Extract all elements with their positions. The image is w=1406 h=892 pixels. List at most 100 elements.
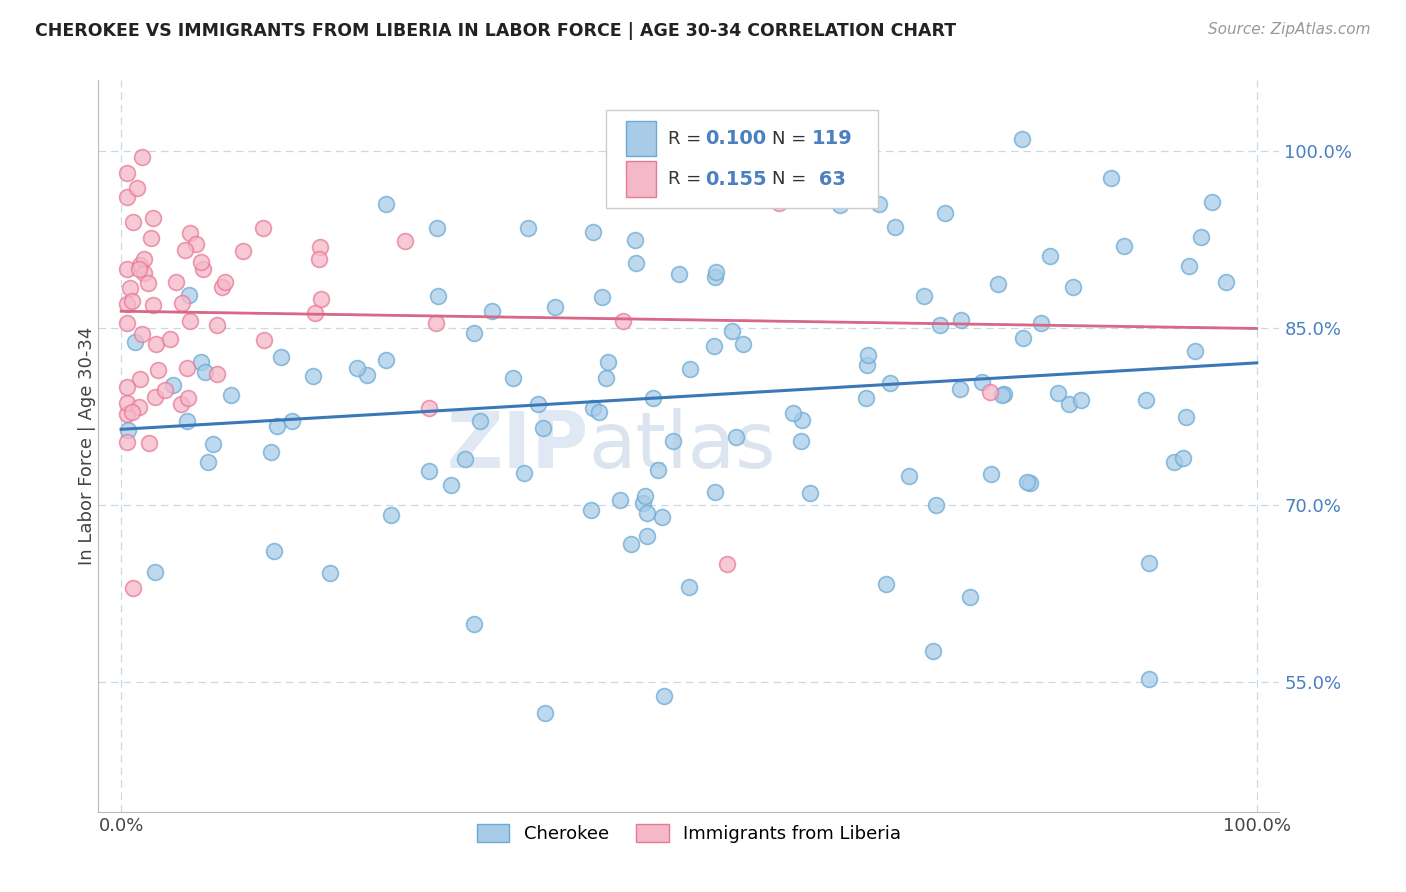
- Point: [139, 231, 162, 245]
- Point: [281, 414, 304, 428]
- Point: [260, 444, 283, 458]
- Point: [308, 252, 330, 266]
- Point: [453, 451, 475, 466]
- Point: [118, 280, 141, 294]
- Point: [214, 275, 236, 289]
- Point: [153, 383, 176, 397]
- Point: [595, 371, 617, 385]
- Point: [883, 220, 905, 235]
- Point: [704, 270, 727, 285]
- Point: [207, 367, 229, 381]
- Point: [138, 436, 160, 450]
- Legend: Cherokee, Immigrants from Liberia: Cherokee, Immigrants from Liberia: [470, 817, 908, 850]
- Point: [668, 267, 690, 281]
- Point: [949, 312, 972, 326]
- Point: [1070, 393, 1092, 408]
- Point: [426, 221, 449, 235]
- Point: [620, 537, 643, 551]
- Point: [346, 361, 368, 376]
- Point: [266, 418, 288, 433]
- Point: [703, 339, 725, 353]
- Point: [356, 368, 378, 383]
- Point: [463, 616, 485, 631]
- Point: [768, 195, 790, 210]
- Point: [517, 220, 540, 235]
- Point: [596, 355, 619, 369]
- FancyBboxPatch shape: [626, 121, 655, 156]
- Point: [990, 388, 1012, 402]
- Point: [143, 565, 166, 579]
- Point: [790, 434, 813, 448]
- Point: [128, 262, 150, 277]
- Point: [165, 275, 187, 289]
- Point: [647, 463, 669, 477]
- Point: [426, 289, 449, 303]
- Point: [302, 368, 325, 383]
- Point: [115, 190, 138, 204]
- Point: [418, 401, 440, 415]
- Point: [211, 280, 233, 294]
- Point: [993, 387, 1015, 401]
- Point: [172, 296, 194, 310]
- Point: [142, 298, 165, 312]
- Point: [115, 166, 138, 180]
- Point: [309, 239, 332, 253]
- Point: [146, 363, 169, 377]
- Point: [270, 351, 292, 365]
- Point: [582, 225, 605, 239]
- Text: 0.155: 0.155: [706, 169, 768, 188]
- Point: [115, 297, 138, 311]
- Point: [512, 466, 534, 480]
- Point: [949, 382, 972, 396]
- Point: [1163, 455, 1185, 469]
- Point: [924, 498, 946, 512]
- Point: [790, 413, 813, 427]
- Point: [856, 348, 879, 362]
- Point: [177, 391, 200, 405]
- Point: [799, 486, 821, 500]
- Text: N =: N =: [772, 170, 811, 188]
- Point: [959, 590, 981, 604]
- Point: [970, 375, 993, 389]
- Point: [1135, 393, 1157, 408]
- Point: [263, 544, 285, 558]
- Point: [128, 258, 150, 272]
- Point: [855, 391, 877, 405]
- Point: [136, 276, 159, 290]
- Point: [132, 267, 155, 281]
- Point: [425, 316, 447, 330]
- Point: [704, 265, 727, 279]
- Point: [980, 467, 1002, 482]
- Point: [637, 506, 659, 520]
- Point: [115, 379, 138, 393]
- Point: [679, 361, 702, 376]
- FancyBboxPatch shape: [606, 110, 877, 209]
- Point: [721, 324, 744, 338]
- Point: [141, 211, 163, 226]
- Point: [121, 404, 143, 418]
- Point: [1201, 195, 1223, 210]
- Point: [418, 464, 440, 478]
- Point: [868, 197, 890, 211]
- Point: [374, 197, 396, 211]
- Point: [898, 469, 921, 483]
- Point: [162, 378, 184, 392]
- Point: [122, 581, 145, 595]
- Point: [1189, 230, 1212, 244]
- Point: [374, 353, 396, 368]
- Point: [678, 581, 700, 595]
- Point: [759, 132, 782, 146]
- Point: [173, 243, 195, 257]
- Point: [207, 318, 229, 332]
- Point: [703, 484, 725, 499]
- Point: [394, 235, 416, 249]
- Point: [115, 396, 138, 410]
- Point: [440, 478, 463, 492]
- Text: R =: R =: [668, 130, 707, 148]
- Point: [641, 392, 664, 406]
- Point: [128, 372, 150, 386]
- Text: N =: N =: [772, 130, 811, 148]
- Text: Source: ZipAtlas.com: Source: ZipAtlas.com: [1208, 22, 1371, 37]
- Point: [534, 706, 557, 720]
- Point: [1011, 330, 1033, 344]
